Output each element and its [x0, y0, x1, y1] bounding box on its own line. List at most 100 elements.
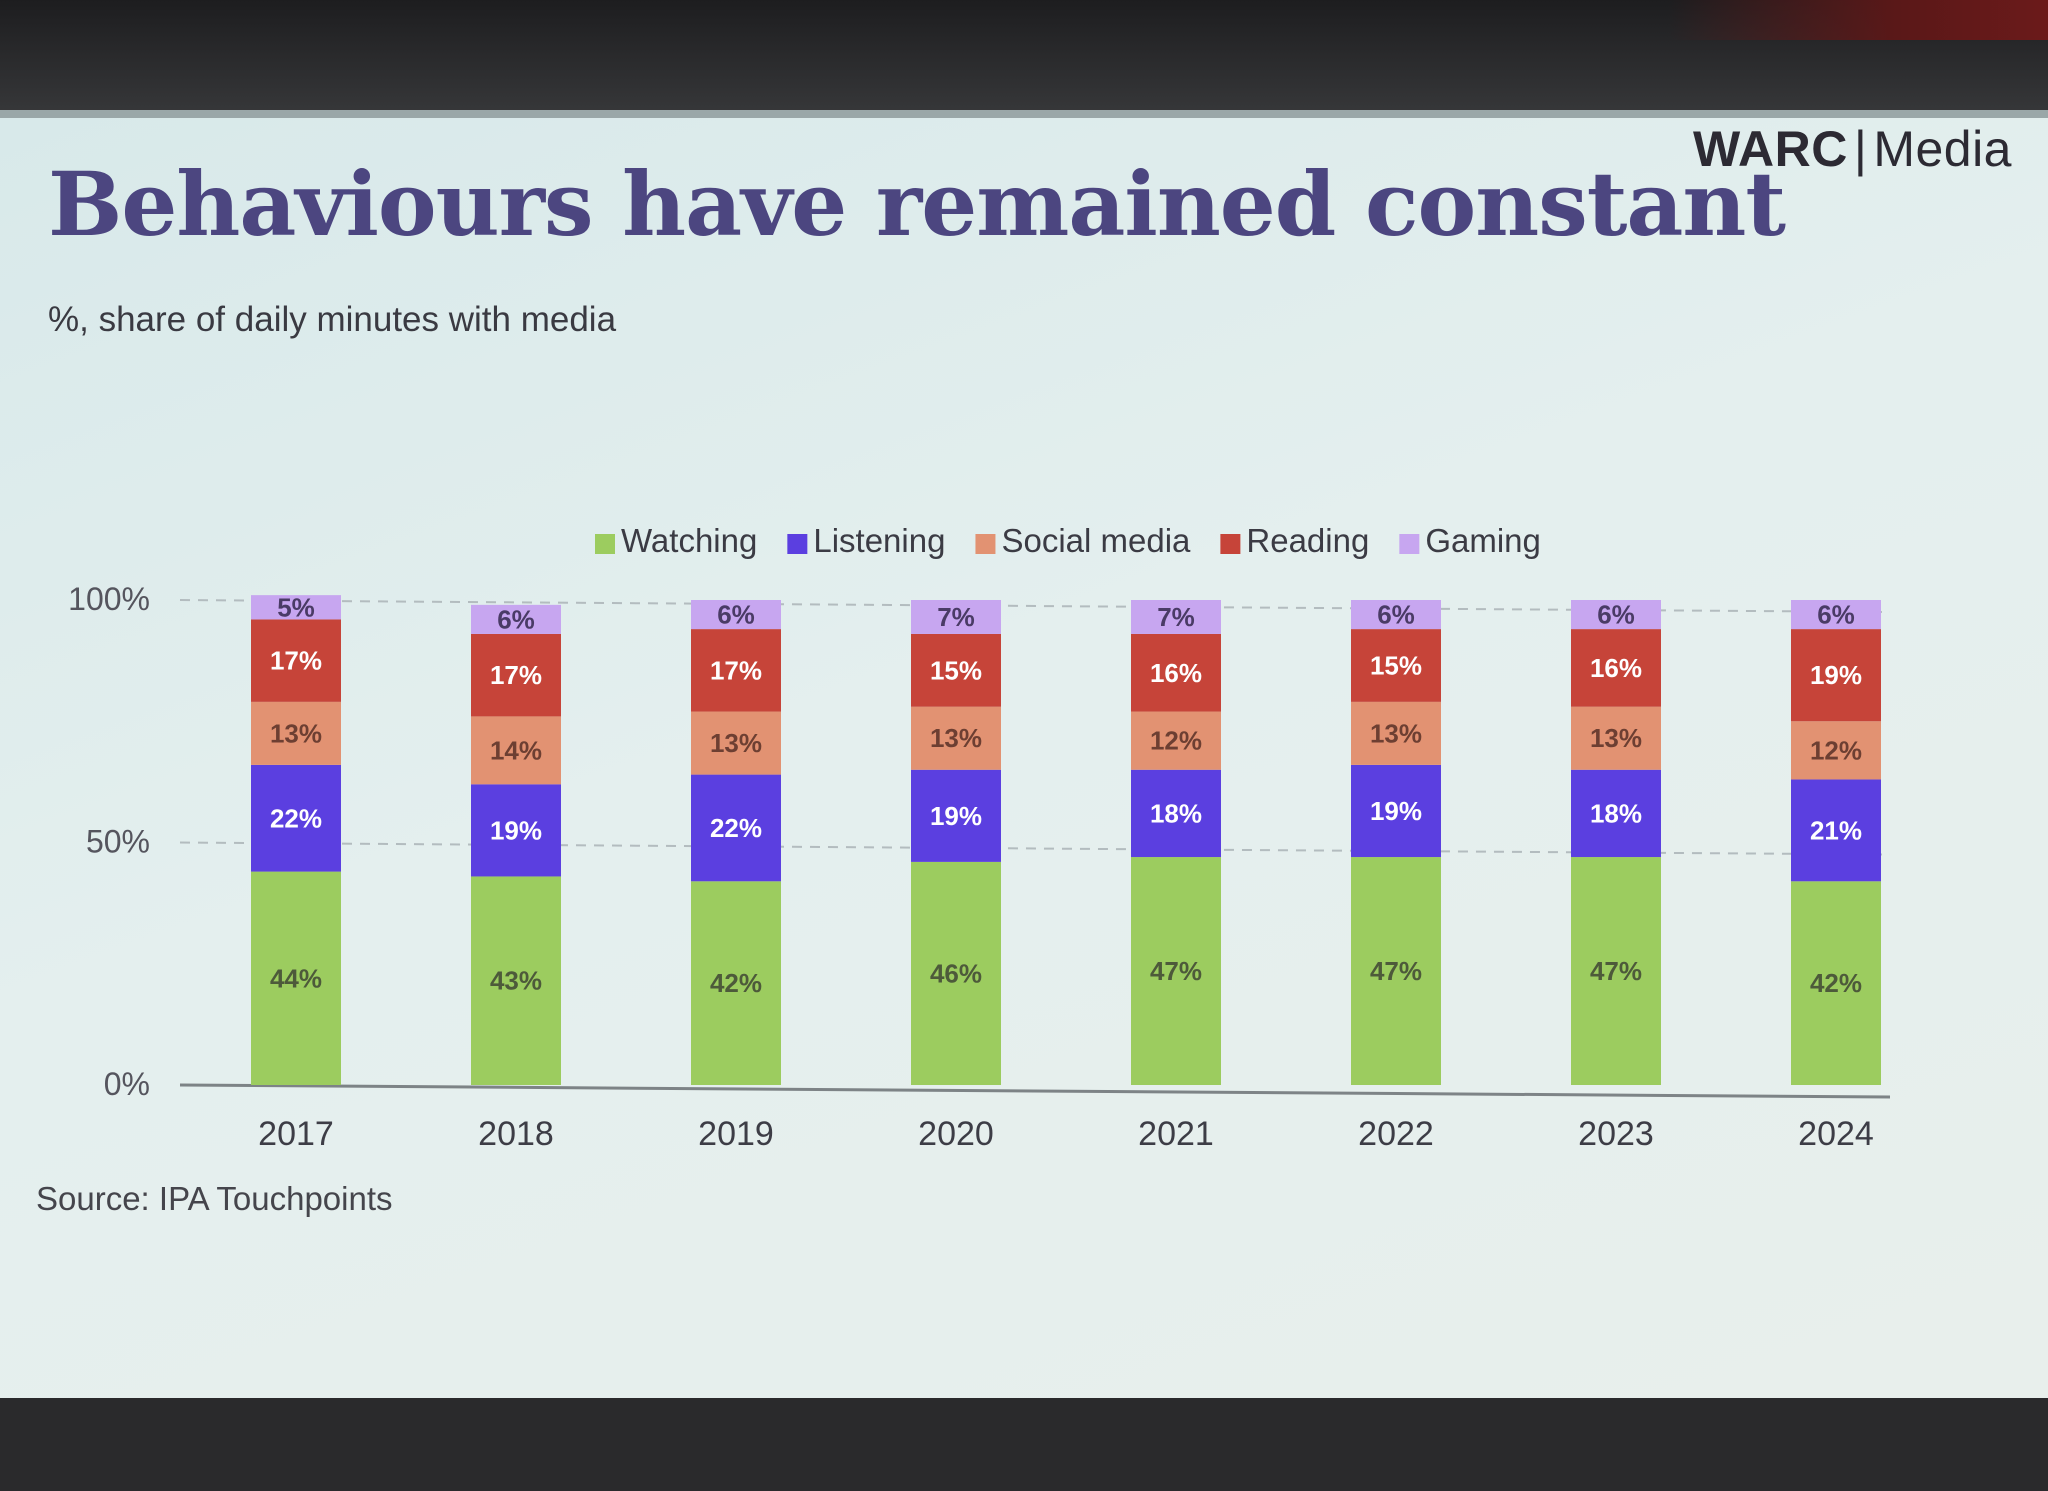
bar-stack: 46% 19% 13% 15% 7% — [911, 600, 1001, 1085]
legend-item: Listening — [787, 522, 945, 559]
chart-legend: Watching Listening Social media Reading Gami… — [595, 522, 1541, 559]
data-label: 19% — [1370, 796, 1422, 826]
bar-segment — [251, 871, 341, 1085]
bar-segment — [1351, 764, 1441, 858]
bar-segment — [471, 604, 561, 634]
bar-stack: 43% 19% 14% 17% 6% — [471, 604, 561, 1085]
bar-segment — [1571, 600, 1661, 630]
x-tick-label: 2022 — [1358, 1115, 1434, 1153]
data-label: 16% — [1590, 653, 1642, 683]
data-label: 46% — [930, 958, 982, 988]
x-tick-label: 2020 — [918, 1115, 994, 1153]
data-label: 18% — [1590, 798, 1642, 828]
legend-label: Listening — [813, 522, 945, 559]
data-label: 13% — [1370, 718, 1422, 748]
data-label: 47% — [1370, 956, 1422, 986]
data-label: 13% — [710, 728, 762, 758]
legend-item: Gaming — [1399, 522, 1541, 559]
y-tick-label: 50% — [86, 824, 150, 860]
bar-segment — [1791, 600, 1881, 630]
bar-segment — [1131, 600, 1221, 634]
data-label: 6% — [1817, 600, 1855, 630]
bar-segment — [1351, 600, 1441, 630]
data-label: 6% — [1377, 600, 1415, 630]
legend-item: Watching — [595, 522, 757, 559]
legend-swatch — [787, 534, 808, 554]
source-note: Source: IPA Touchpoints — [36, 1180, 393, 1217]
slide-title: Behaviours have remained constant — [48, 152, 1786, 256]
data-label: 17% — [270, 646, 322, 676]
bar-segment — [1351, 629, 1441, 702]
data-label: 6% — [1597, 600, 1635, 630]
chart-bars: 44% 22% 13% 17% 5% 43% 19% 14% 17% 6% 42% 22% 13% 17%… — [251, 592, 1881, 1085]
bar-segment — [1791, 629, 1881, 722]
data-label: 22% — [270, 803, 322, 833]
x-tick-label: 2019 — [698, 1115, 774, 1153]
bar-segment — [691, 711, 781, 775]
data-label: 19% — [490, 815, 542, 845]
x-tick-label: 2021 — [1138, 1115, 1214, 1153]
data-label: 12% — [1150, 726, 1202, 756]
data-label: 44% — [270, 963, 322, 993]
bar-segment — [911, 600, 1001, 634]
bar-stack: 47% 19% 13% 15% 6% — [1351, 600, 1441, 1085]
bar-segment — [1571, 629, 1661, 707]
data-label: 6% — [717, 600, 755, 630]
data-label: 47% — [1590, 956, 1642, 986]
data-label: 13% — [1590, 723, 1642, 753]
bar-segment — [1791, 779, 1881, 882]
y-tick-label: 0% — [104, 1066, 150, 1102]
bar-segment — [1131, 633, 1221, 712]
data-label: 42% — [1810, 968, 1862, 998]
data-label: 13% — [270, 718, 322, 748]
bar-stack: 42% 21% 12% 19% 6% — [1791, 600, 1881, 1085]
bar-segment — [911, 706, 1001, 770]
data-label: 15% — [1370, 650, 1422, 680]
legend-item: Reading — [1220, 522, 1369, 559]
x-tick-label: 2017 — [258, 1115, 334, 1153]
bar-segment — [251, 764, 341, 872]
data-label: 17% — [490, 660, 542, 690]
bar-segment — [691, 774, 781, 882]
bar-stack: 47% 18% 12% 16% 7% — [1131, 600, 1221, 1085]
brand-secondary: Media — [1873, 121, 2012, 177]
data-label: 13% — [930, 723, 982, 753]
data-label: 7% — [1157, 602, 1195, 632]
bar-segment — [691, 629, 781, 712]
data-label: 21% — [1810, 815, 1862, 845]
x-tick-label: 2018 — [478, 1115, 554, 1153]
bar-segment — [911, 633, 1001, 707]
brand-separator: | — [1853, 121, 1868, 177]
bar-segment — [1131, 857, 1221, 1085]
data-label: 43% — [490, 966, 542, 996]
legend-swatch — [1220, 534, 1241, 554]
data-label: 18% — [1150, 798, 1202, 828]
data-label: 7% — [937, 602, 975, 632]
bar-segment — [1571, 706, 1661, 770]
stage-light — [1668, 0, 2048, 40]
bar-segment — [471, 633, 561, 717]
bar-segment — [251, 619, 341, 702]
bar-segment — [1791, 721, 1881, 780]
data-label: 14% — [490, 735, 542, 765]
y-tick-label: 100% — [68, 581, 150, 617]
legend-label: Social media — [1001, 522, 1191, 559]
data-label: 5% — [277, 592, 315, 622]
legend-swatch — [1399, 534, 1420, 554]
legend-label: Gaming — [1425, 522, 1541, 559]
bar-segment — [251, 595, 341, 620]
bar-segment — [1571, 769, 1661, 858]
data-label: 15% — [930, 655, 982, 685]
legend-label: Watching — [621, 522, 757, 559]
x-tick-label: 2024 — [1798, 1115, 1874, 1153]
bar-segment — [1791, 881, 1881, 1085]
brand-logo: WARC | Media — [1693, 120, 2012, 178]
brand-primary: WARC — [1693, 121, 1848, 177]
bar-segment — [471, 716, 561, 785]
slide-subtitle: %, share of daily minutes with media — [48, 300, 617, 339]
bar-segment — [1131, 769, 1221, 858]
bar-segment — [251, 701, 341, 765]
data-label: 42% — [710, 968, 762, 998]
legend-swatch — [595, 534, 615, 554]
